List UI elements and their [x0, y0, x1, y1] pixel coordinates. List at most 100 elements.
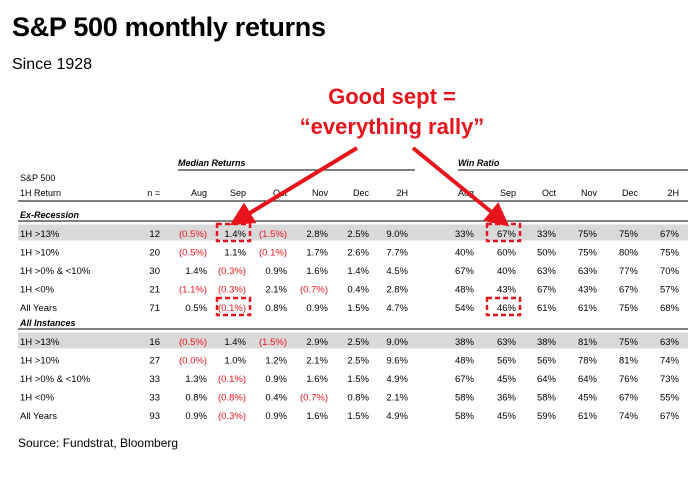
- row-n-value: 33: [149, 374, 160, 385]
- median-cell: 7.7%: [386, 248, 408, 259]
- chart-subtitle: Since 1928: [12, 56, 93, 73]
- win-ratio-cell: 75%: [619, 337, 639, 348]
- win-ratio-cell: 67%: [619, 285, 639, 296]
- win-ratio-cell: 61%: [578, 411, 598, 422]
- win-ratio-cell: 74%: [660, 356, 680, 367]
- win-ratio-cell: 75%: [660, 248, 680, 259]
- median-cell: 1.7%: [306, 248, 328, 259]
- median-cell: 0.9%: [265, 411, 287, 422]
- median-cell: 2.5%: [347, 229, 369, 240]
- row-shading: [18, 332, 688, 349]
- win-ratio-cell: 48%: [455, 285, 475, 296]
- callout-line-2: “everything rally”: [299, 114, 485, 139]
- win-ratio-cell: 67%: [455, 374, 475, 385]
- row-label: 1H >0% & <10%: [20, 266, 91, 277]
- median-cell: 0.8%: [265, 303, 287, 314]
- median-cell: (0.0%): [179, 356, 207, 367]
- row-label: 1H <0%: [20, 393, 55, 404]
- win-ratio-cell: 75%: [578, 248, 598, 259]
- win-ratio-cell: 67%: [497, 229, 517, 240]
- median-cell: 9.6%: [386, 356, 408, 367]
- row-label: 1H >10%: [20, 356, 60, 367]
- win-ratio-cell: 76%: [619, 374, 639, 385]
- section-title-0: Ex-Recession: [20, 210, 80, 220]
- win-ratio-cell: 56%: [497, 356, 517, 367]
- win-ratio-cell: 45%: [578, 393, 598, 404]
- median-col-header-nov: Nov: [312, 188, 329, 198]
- source-note: Source: Fundstrat, Bloomberg: [18, 436, 179, 450]
- win-ratio-cell: 61%: [537, 303, 557, 314]
- win-ratio-cell: 81%: [619, 356, 639, 367]
- median-cell: (0.5%): [179, 337, 207, 348]
- row-label: 1H >0% & <10%: [20, 374, 91, 385]
- median-cell: 0.8%: [347, 393, 369, 404]
- win-ratio-cell: 80%: [619, 248, 639, 259]
- row-label: All Years: [20, 411, 57, 422]
- median-cell: 1.5%: [347, 411, 369, 422]
- win-col-header-nov: Nov: [581, 188, 598, 198]
- row-n-value: 30: [149, 266, 160, 277]
- median-cell: 2.5%: [347, 337, 369, 348]
- median-cell: (0.1%): [259, 248, 287, 259]
- win-ratio-cell: 73%: [660, 374, 680, 385]
- median-cell: 0.9%: [265, 266, 287, 277]
- median-cell: (0.3%): [218, 266, 246, 277]
- median-cell: (0.3%): [218, 411, 246, 422]
- row-header-label-1: S&P 500: [20, 173, 55, 183]
- win-ratio-cell: 64%: [578, 374, 598, 385]
- median-cell: 1.6%: [306, 411, 328, 422]
- chart-title: S&P 500 monthly returns: [12, 12, 326, 42]
- callout-line-1: Good sept =: [328, 84, 456, 109]
- win-ratio-cell: 38%: [537, 337, 557, 348]
- win-ratio-cell: 45%: [497, 411, 517, 422]
- median-cell: 1.4%: [185, 266, 207, 277]
- win-ratio-cell: 56%: [537, 356, 557, 367]
- row-n-value: 33: [149, 393, 160, 404]
- callout-arrow-left: [229, 146, 359, 226]
- median-col-header-aug: Aug: [191, 188, 207, 198]
- win-ratio-cell: 74%: [619, 411, 639, 422]
- win-ratio-cell: 78%: [578, 356, 598, 367]
- median-cell: 0.9%: [306, 303, 328, 314]
- row-n-value: 27: [149, 356, 160, 367]
- win-ratio-cell: 75%: [619, 303, 639, 314]
- median-cell: (1.5%): [259, 337, 287, 348]
- median-cell: 1.5%: [347, 374, 369, 385]
- row-n-value: 16: [149, 337, 160, 348]
- row-header-label-2: 1H Return: [20, 188, 61, 198]
- median-cell: 2.1%: [386, 393, 408, 404]
- median-cell: (0.8%): [218, 393, 246, 404]
- win-ratio-cell: 33%: [455, 229, 475, 240]
- win-ratio-cell: 57%: [660, 285, 680, 296]
- row-label: 1H <0%: [20, 285, 55, 296]
- win-col-header-oct: Oct: [542, 188, 557, 198]
- median-cell: 1.4%: [347, 266, 369, 277]
- win-ratio-header: Win Ratio: [458, 158, 500, 168]
- median-cell: 0.5%: [185, 303, 207, 314]
- median-cell: 0.4%: [265, 393, 287, 404]
- win-ratio-cell: 43%: [578, 285, 598, 296]
- win-ratio-cell: 43%: [497, 285, 517, 296]
- median-cell: (0.7%): [300, 393, 328, 404]
- win-ratio-cell: 81%: [578, 337, 598, 348]
- row-label: All Years: [20, 303, 57, 314]
- median-cell: 2.9%: [306, 337, 328, 348]
- win-col-header-2h: 2H: [667, 188, 679, 198]
- win-ratio-cell: 63%: [497, 337, 517, 348]
- row-label: 1H >13%: [20, 229, 60, 240]
- win-col-header-sep: Sep: [500, 188, 516, 198]
- row-n-value: 20: [149, 248, 160, 259]
- win-ratio-cell: 54%: [455, 303, 475, 314]
- median-returns-header: Median Returns: [178, 158, 246, 168]
- median-col-header-sep: Sep: [230, 188, 246, 198]
- median-cell: (0.5%): [179, 229, 207, 240]
- row-label: 1H >10%: [20, 248, 60, 259]
- win-ratio-cell: 59%: [537, 411, 557, 422]
- median-cell: 1.4%: [224, 337, 246, 348]
- row-n-value: 93: [149, 411, 160, 422]
- win-ratio-cell: 58%: [537, 393, 557, 404]
- median-cell: (0.5%): [179, 248, 207, 259]
- callout-arrow-right: [411, 146, 510, 227]
- median-cell: 2.1%: [306, 356, 328, 367]
